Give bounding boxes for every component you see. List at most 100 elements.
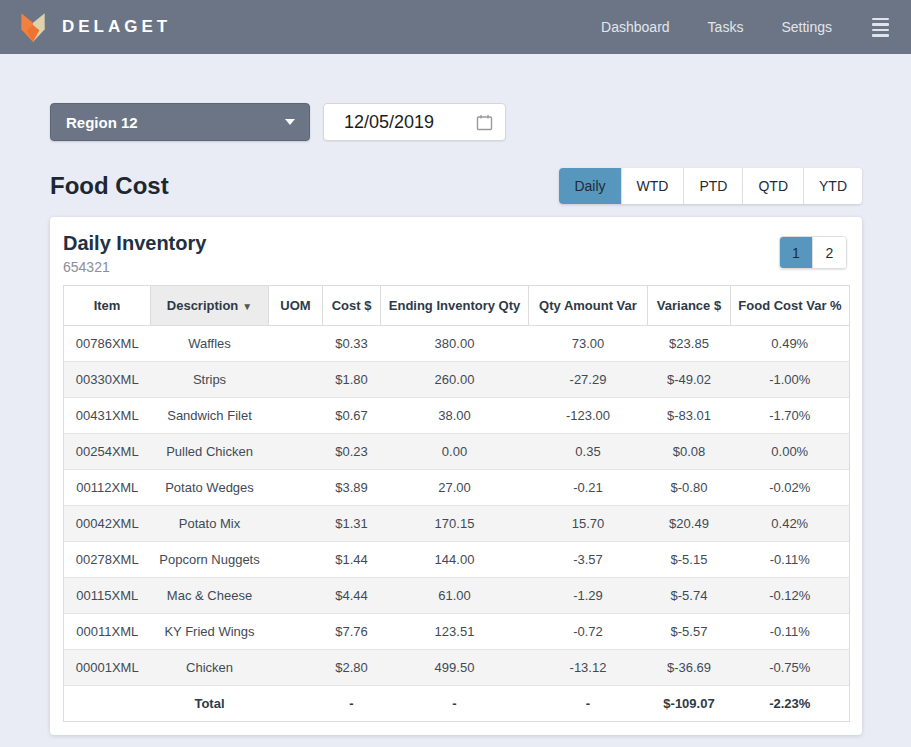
cell-food-cost-var: -1.70% bbox=[731, 398, 850, 434]
cell-item: 00786XML bbox=[64, 326, 151, 362]
tab-daily[interactable]: Daily bbox=[559, 168, 621, 204]
col-header-qty-amount-var[interactable]: Qty Amount Var bbox=[529, 286, 648, 326]
cell-cost: $4.44 bbox=[323, 578, 381, 614]
cell-cost: $1.80 bbox=[323, 362, 381, 398]
calendar-icon bbox=[476, 114, 493, 131]
delaget-logo-icon bbox=[16, 10, 50, 44]
cell-uom bbox=[269, 398, 323, 434]
cell-description: Popcorn Nuggets bbox=[151, 542, 269, 578]
cell-variance: $-49.02 bbox=[648, 362, 731, 398]
cell-qty-var: -0.72 bbox=[529, 614, 648, 650]
cell-description: Potato Mix bbox=[151, 506, 269, 542]
cell-item: 00115XML bbox=[64, 578, 151, 614]
table-row: 00001XML Chicken $2.80 499.50 -13.12 $-3… bbox=[64, 650, 850, 686]
cell-variance: $23.85 bbox=[648, 326, 731, 362]
col-header-variance[interactable]: Variance $ bbox=[648, 286, 731, 326]
nav-settings[interactable]: Settings bbox=[781, 19, 832, 35]
cell-food-cost-var: -0.02% bbox=[731, 470, 850, 506]
cell-cost: $2.80 bbox=[323, 650, 381, 686]
filter-controls: Region 12 12/05/2019 bbox=[50, 103, 862, 141]
cell-ending-qty: 123.51 bbox=[381, 614, 529, 650]
brand-name: DELAGET bbox=[62, 17, 171, 37]
cell-description: Chicken bbox=[151, 650, 269, 686]
cell-qty-var: -1.29 bbox=[529, 578, 648, 614]
nav-tasks[interactable]: Tasks bbox=[708, 19, 744, 35]
cell-variance: $20.49 bbox=[648, 506, 731, 542]
cell-uom bbox=[269, 614, 323, 650]
tab-qtd[interactable]: QTD bbox=[743, 168, 804, 204]
cell-item: 00278XML bbox=[64, 542, 151, 578]
app-header: DELAGET Dashboard Tasks Settings bbox=[0, 0, 911, 54]
cell-cost: $3.89 bbox=[323, 470, 381, 506]
region-dropdown[interactable]: Region 12 bbox=[50, 103, 310, 141]
page-button-2[interactable]: 2 bbox=[813, 237, 846, 268]
cell-cost: $1.31 bbox=[323, 506, 381, 542]
region-dropdown-value: Region 12 bbox=[66, 114, 138, 131]
table-row: 00011XML KY Fried Wings $7.76 123.51 -0.… bbox=[64, 614, 850, 650]
cell-qty-var: 0.35 bbox=[529, 434, 648, 470]
total-item-empty bbox=[64, 686, 151, 722]
cell-ending-qty: 38.00 bbox=[381, 398, 529, 434]
pagination: 1 2 bbox=[779, 236, 847, 269]
chevron-down-icon bbox=[285, 119, 295, 125]
cell-food-cost-var: 0.00% bbox=[731, 434, 850, 470]
inventory-table: Item Description▼ UOM Cost $ Ending Inve… bbox=[63, 285, 850, 722]
cell-ending-qty: 27.00 bbox=[381, 470, 529, 506]
cell-ending-qty: 61.00 bbox=[381, 578, 529, 614]
col-header-cost[interactable]: Cost $ bbox=[323, 286, 381, 326]
total-qty-var: - bbox=[529, 686, 648, 722]
total-ending-qty: - bbox=[381, 686, 529, 722]
col-header-ending-inventory-qty[interactable]: Ending Inventory Qty bbox=[381, 286, 529, 326]
col-header-food-cost-var[interactable]: Food Cost Var % bbox=[731, 286, 850, 326]
cell-variance: $-5.74 bbox=[648, 578, 731, 614]
cell-food-cost-var: -1.00% bbox=[731, 362, 850, 398]
cell-food-cost-var: -0.11% bbox=[731, 542, 850, 578]
table-header-row: Item Description▼ UOM Cost $ Ending Inve… bbox=[64, 286, 850, 326]
cell-cost: $0.67 bbox=[323, 398, 381, 434]
tab-wtd[interactable]: WTD bbox=[622, 168, 685, 204]
cell-description: Mac & Cheese bbox=[151, 578, 269, 614]
col-header-uom[interactable]: UOM bbox=[269, 286, 323, 326]
cell-food-cost-var: -0.75% bbox=[731, 650, 850, 686]
cell-qty-var: -123.00 bbox=[529, 398, 648, 434]
cell-variance: $-5.57 bbox=[648, 614, 731, 650]
cell-item: 00112XML bbox=[64, 470, 151, 506]
total-uom-empty bbox=[269, 686, 323, 722]
card-header-text: Daily Inventory 654321 bbox=[63, 230, 206, 276]
page-button-1[interactable]: 1 bbox=[780, 237, 813, 268]
tab-ytd[interactable]: YTD bbox=[804, 168, 862, 204]
sort-desc-icon: ▼ bbox=[242, 301, 252, 312]
nav-dashboard[interactable]: Dashboard bbox=[601, 19, 670, 35]
cell-description: KY Fried Wings bbox=[151, 614, 269, 650]
cell-qty-var: -27.29 bbox=[529, 362, 648, 398]
col-header-item[interactable]: Item bbox=[64, 286, 151, 326]
app-nav: Dashboard Tasks Settings bbox=[601, 14, 891, 41]
cell-variance: $-5.15 bbox=[648, 542, 731, 578]
date-picker[interactable]: 12/05/2019 bbox=[323, 103, 506, 141]
total-food-cost-var: -2.23% bbox=[731, 686, 850, 722]
card-title: Daily Inventory bbox=[63, 230, 206, 256]
cell-uom bbox=[269, 506, 323, 542]
cell-food-cost-var: 0.42% bbox=[731, 506, 850, 542]
cell-food-cost-var: 0.49% bbox=[731, 326, 850, 362]
cell-description: Potato Wedges bbox=[151, 470, 269, 506]
cell-variance: $0.08 bbox=[648, 434, 731, 470]
cell-item: 00001XML bbox=[64, 650, 151, 686]
cell-qty-var: 15.70 bbox=[529, 506, 648, 542]
cell-ending-qty: 0.00 bbox=[381, 434, 529, 470]
period-tab-group: Daily WTD PTD QTD YTD bbox=[559, 168, 862, 204]
cell-food-cost-var: -0.11% bbox=[731, 614, 850, 650]
cell-variance: $-36.69 bbox=[648, 650, 731, 686]
cell-uom bbox=[269, 434, 323, 470]
total-variance: $-109.07 bbox=[648, 686, 731, 722]
cell-description: Sandwich Filet bbox=[151, 398, 269, 434]
table-row: 00786XML Waffles $0.33 380.00 73.00 $23.… bbox=[64, 326, 850, 362]
tab-ptd[interactable]: PTD bbox=[684, 168, 743, 204]
table-row: 00278XML Popcorn Nuggets $1.44 144.00 -3… bbox=[64, 542, 850, 578]
hamburger-menu-icon[interactable] bbox=[870, 14, 891, 41]
cell-uom bbox=[269, 578, 323, 614]
col-header-description[interactable]: Description▼ bbox=[151, 286, 269, 326]
cell-qty-var: 73.00 bbox=[529, 326, 648, 362]
cell-description: Waffles bbox=[151, 326, 269, 362]
cell-qty-var: -0.21 bbox=[529, 470, 648, 506]
